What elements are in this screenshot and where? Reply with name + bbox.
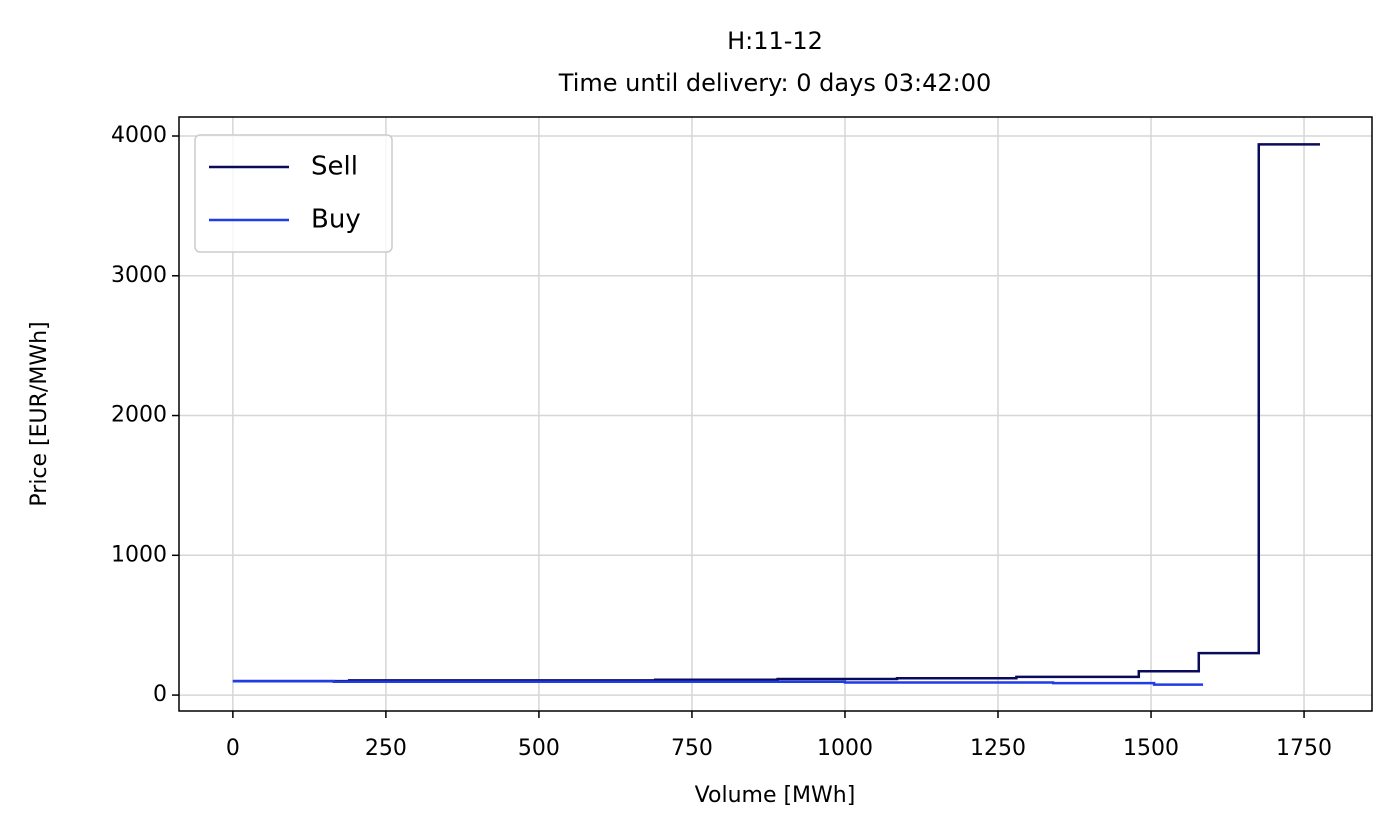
legend-label: Buy (311, 205, 361, 235)
chart-title: H:11-12 (727, 27, 823, 55)
x-tick-label: 1500 (1123, 736, 1179, 761)
y-tick-label: 4000 (111, 123, 167, 148)
x-tick-label: 250 (365, 736, 407, 761)
x-tick-label: 500 (518, 736, 560, 761)
step-line (232, 679, 1204, 686)
x-axis-label: Volume [MWh] (695, 783, 856, 808)
y-tick-label: 1000 (111, 542, 167, 567)
x-tick-label: 0 (226, 736, 240, 761)
y-tick-label: 3000 (111, 263, 167, 288)
x-tick-label: 1250 (970, 736, 1026, 761)
x-tick-label: 1000 (817, 736, 873, 761)
legend-box (194, 134, 393, 253)
x-tick-label: 1750 (1276, 736, 1332, 761)
y-tick-label: 2000 (111, 403, 167, 428)
plot-frame (178, 116, 1373, 712)
legend-label: Sell (311, 152, 358, 182)
x-tick-label: 750 (671, 736, 713, 761)
y-tick-label: 0 (153, 682, 167, 707)
y-axis-label: Price [EUR/MWh] (27, 321, 52, 506)
step-line (232, 143, 1320, 683)
chart-subtitle: Time until delivery: 0 days 03:42:00 (558, 69, 991, 97)
